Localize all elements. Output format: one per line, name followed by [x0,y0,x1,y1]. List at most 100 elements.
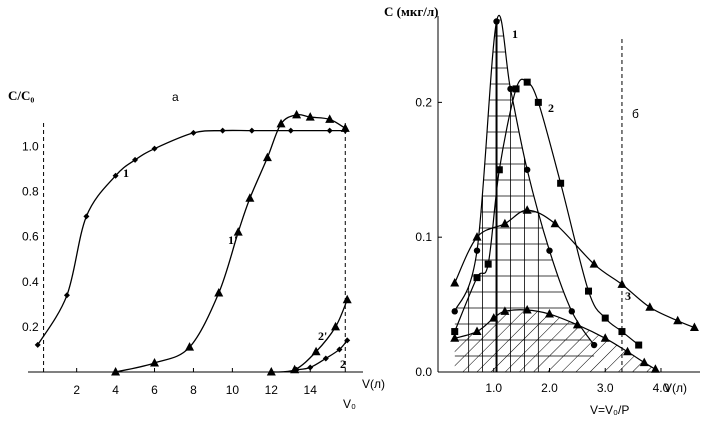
a-x-tick-label: 8 [190,383,197,397]
a-series-point-2 [344,337,351,344]
b-series-point-1 [523,166,531,173]
a-series-point-1 [34,341,41,348]
a-series-point-1 [287,127,294,134]
a-series-point-1 [151,145,158,152]
a-y-tick-label: 0.4 [22,275,39,289]
b-x-tick-label: 4.0 [653,381,670,395]
a-series-point-1 [248,127,255,134]
b-series-point-1 [473,247,481,254]
a-series-point-1 [326,127,333,134]
a-series-point-1' [276,118,286,128]
a-x-tick-label: 14 [304,383,318,397]
a-series-point-2' [266,367,276,376]
b-series-point-2 [618,328,626,336]
b-series-point-3 [589,259,599,268]
b-series-point-1 [507,85,514,93]
b-series-point-3 [450,278,460,287]
b-x-tick-label: 1.0 [485,381,502,395]
b-series-point-4 [650,364,660,373]
a-x-tick-label: 10 [226,383,240,397]
b-series-point-4 [450,333,460,342]
a-series-point-1' [245,193,255,202]
b-x-marker-label: V=V₀/P [590,403,629,417]
b-series-point-2 [557,179,565,187]
b-y-axis-label: C (мкг/л) [384,4,438,19]
b-panel-label: б [632,107,639,121]
a-series-point-1' [185,342,195,351]
b-series-point-2 [495,166,503,174]
a-x-tick-label: 6 [151,383,158,397]
b-series-point-3 [617,279,627,288]
a-series-label-1: 1 [123,166,129,180]
b-series-point-1 [568,308,575,315]
a-series-point-2 [336,346,343,353]
a-x-tick-label: 12 [265,383,279,397]
a-x-marker-label: V₀ [343,397,356,411]
b-series-point-3 [673,315,683,325]
a-series-point-1' [325,114,335,123]
a-series-point-1' [262,152,272,162]
b-series-point-2 [635,341,643,349]
a-series-point-1' [340,123,350,132]
a-series-label-1': 1' [228,233,237,247]
a-series-point-1' [233,227,243,236]
a-series-point-1' [111,367,121,376]
b-series-point-2 [534,98,542,106]
a-series-point-2' [331,321,341,331]
a-series-point-2 [293,366,300,373]
a-series-point-1 [219,127,226,134]
a-y-tick-label: 0.6 [22,230,39,244]
b-series-point-4 [600,333,610,342]
b-series-point-2 [585,287,593,295]
b-series-point-4 [500,306,510,315]
a-series-point-2 [307,364,314,371]
a-series-point-2' [342,294,352,304]
a-series-label-2: 2 [340,357,346,371]
a-y-axis-label: C/C₀ [8,88,34,103]
b-series-point-4 [472,326,482,336]
b-series-point-4 [623,346,633,356]
a-series-label-2': 2' [318,329,327,343]
b-series-point-4 [544,309,554,318]
b-series-point-3 [472,232,482,241]
a-series-point-1 [132,156,139,163]
b-series-label-2: 2 [548,101,554,115]
a-series-point-1 [112,172,119,179]
b-x-tick-label: 3.0 [597,381,614,395]
b-series-point-1 [546,247,553,254]
a-series-point-1 [190,129,197,136]
b-series-point-2 [451,328,459,336]
b-series-point-3 [500,218,510,228]
b-series-point-1 [451,308,458,315]
b-x-tick-label: 2.0 [541,381,558,395]
a-series-point-2' [311,346,321,356]
b-y-tick-label: 0.2 [415,95,432,109]
a-panel-label: а [172,90,179,104]
a-y-tick-label: 0.8 [22,185,39,199]
a-series-point-1 [63,292,70,299]
a-y-tick-label: 0.2 [22,320,39,334]
a-series-line-2' [271,299,348,373]
b-series-point-3 [645,302,655,311]
a-series-point-1' [305,112,315,121]
b-y-tick-label: 0.1 [415,230,432,244]
b-series-point-4 [639,357,649,367]
a-x-tick-label: 4 [112,383,119,397]
a-series-point-1 [83,213,90,220]
b-series-point-4 [522,304,532,314]
a-x-tick-label: 2 [73,383,80,397]
b-series-label-1: 1 [512,27,518,41]
a-x-axis-label: V(л) [362,377,385,391]
b-series-point-2 [523,78,531,86]
b-series-point-3 [522,205,532,214]
b-y-tick-label: 0.0 [415,365,432,379]
b-series-point-2 [484,260,492,268]
b-series-label-3: 3 [625,289,631,303]
b-series-point-2 [512,85,520,93]
a-series-line-1 [37,129,346,346]
b-series-point-4 [489,313,499,322]
b-series-point-1 [590,341,598,349]
a-series-point-1' [214,288,224,297]
b-x-axis-label: V(л) [664,381,687,395]
